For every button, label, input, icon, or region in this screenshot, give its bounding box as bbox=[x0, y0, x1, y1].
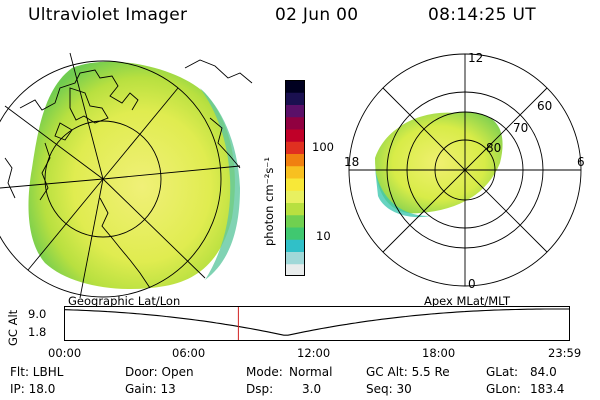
mlat-label-80: 80 bbox=[486, 141, 501, 155]
geographic-auroral-image bbox=[0, 52, 253, 298]
geo-grid bbox=[0, 52, 241, 298]
ip-value: IP: 18.0 bbox=[10, 382, 56, 396]
colorbar-segment bbox=[285, 251, 305, 265]
mlt-label-0: 0 bbox=[468, 277, 476, 291]
glon-label: GLon: bbox=[486, 382, 521, 396]
colorbar-segment bbox=[285, 227, 305, 240]
colorbar-border bbox=[285, 80, 305, 276]
colorbar-segment bbox=[285, 129, 305, 142]
colorbar-segment bbox=[285, 263, 305, 277]
mlt-label-6: 6 bbox=[577, 155, 585, 169]
mlat-label-60: 60 bbox=[537, 99, 552, 113]
colorbar-segment bbox=[285, 165, 305, 179]
gc-altitude-value: GC Alt: 5.5 Re bbox=[366, 365, 450, 379]
colorbar-segment bbox=[285, 202, 305, 216]
colorbar-tick-100: 100 bbox=[312, 140, 334, 154]
polar-aurora-oval bbox=[375, 112, 503, 214]
colorbar-segment bbox=[285, 141, 305, 154]
altitude-timeline-plot bbox=[64, 306, 570, 341]
glat-label: GLat: bbox=[486, 365, 519, 379]
geo-aurora-blob bbox=[28, 61, 235, 290]
timeline-xtick-1800: 18:00 bbox=[422, 346, 456, 360]
timeline-xtick-0000: 00:00 bbox=[48, 346, 82, 360]
colorbar-segment bbox=[285, 104, 305, 118]
timeline-ytick-low: 1.8 bbox=[28, 325, 47, 339]
glat-value: 84.0 bbox=[530, 365, 557, 379]
geographic-caption: Geographic Lat/Lon bbox=[68, 294, 181, 308]
dsp-label: Dsp: bbox=[246, 382, 274, 396]
filter-value: Flt: LBHL bbox=[10, 365, 64, 379]
geo-coastlines bbox=[4, 59, 253, 289]
timeline-ytick-high: 9.0 bbox=[28, 307, 47, 321]
altitude-trace bbox=[64, 308, 570, 336]
colorbar-unit-label: photon cm⁻²s⁻¹ bbox=[262, 157, 276, 246]
sequence-value: Seq: 30 bbox=[366, 382, 412, 396]
timeline-xtick-1200: 12:00 bbox=[297, 346, 331, 360]
timeline-frame bbox=[64, 306, 570, 341]
apex-caption: Apex MLat/MLT bbox=[424, 294, 511, 308]
image-time: 08:14:25 UT bbox=[428, 5, 536, 25]
door-value: Door: Open bbox=[125, 365, 194, 379]
colorbar-segment bbox=[285, 214, 305, 228]
colorbar-segment bbox=[285, 239, 305, 252]
image-date: 02 Jun 00 bbox=[275, 5, 359, 25]
colorbar-segment bbox=[285, 116, 305, 130]
polar-mlat-mlt-plot: 12 18 6 0 60 70 80 bbox=[344, 51, 585, 291]
colorbar-segment bbox=[285, 92, 305, 105]
colorbar-tick-10: 10 bbox=[316, 229, 331, 243]
polar-grid bbox=[348, 53, 582, 287]
mlt-label-18: 18 bbox=[344, 155, 359, 169]
instrument-title: Ultraviolet Imager bbox=[28, 5, 188, 25]
colorbar bbox=[285, 80, 305, 277]
colorbar-segment bbox=[285, 190, 305, 203]
colorbar-segment bbox=[285, 178, 305, 191]
dsp-value: 3.0 bbox=[302, 382, 322, 396]
mlt-label-12: 12 bbox=[468, 51, 483, 65]
mode-value: Normal bbox=[289, 365, 333, 379]
colorbar-segment bbox=[285, 80, 305, 93]
mlat-label-70: 70 bbox=[513, 121, 528, 135]
timeline-xtick-2359: 23:59 bbox=[548, 346, 582, 360]
mode-label: Mode: bbox=[246, 365, 283, 379]
geo-aurora-edge bbox=[200, 88, 240, 280]
polar-aurora-edge bbox=[375, 168, 430, 218]
timeline-ylabel: GC Alt bbox=[6, 309, 20, 346]
gain-value: Gain: 13 bbox=[125, 382, 176, 396]
colorbar-segment bbox=[285, 153, 305, 167]
glon-value: 183.4 bbox=[530, 382, 565, 396]
timeline-xtick-0600: 06:00 bbox=[172, 346, 206, 360]
